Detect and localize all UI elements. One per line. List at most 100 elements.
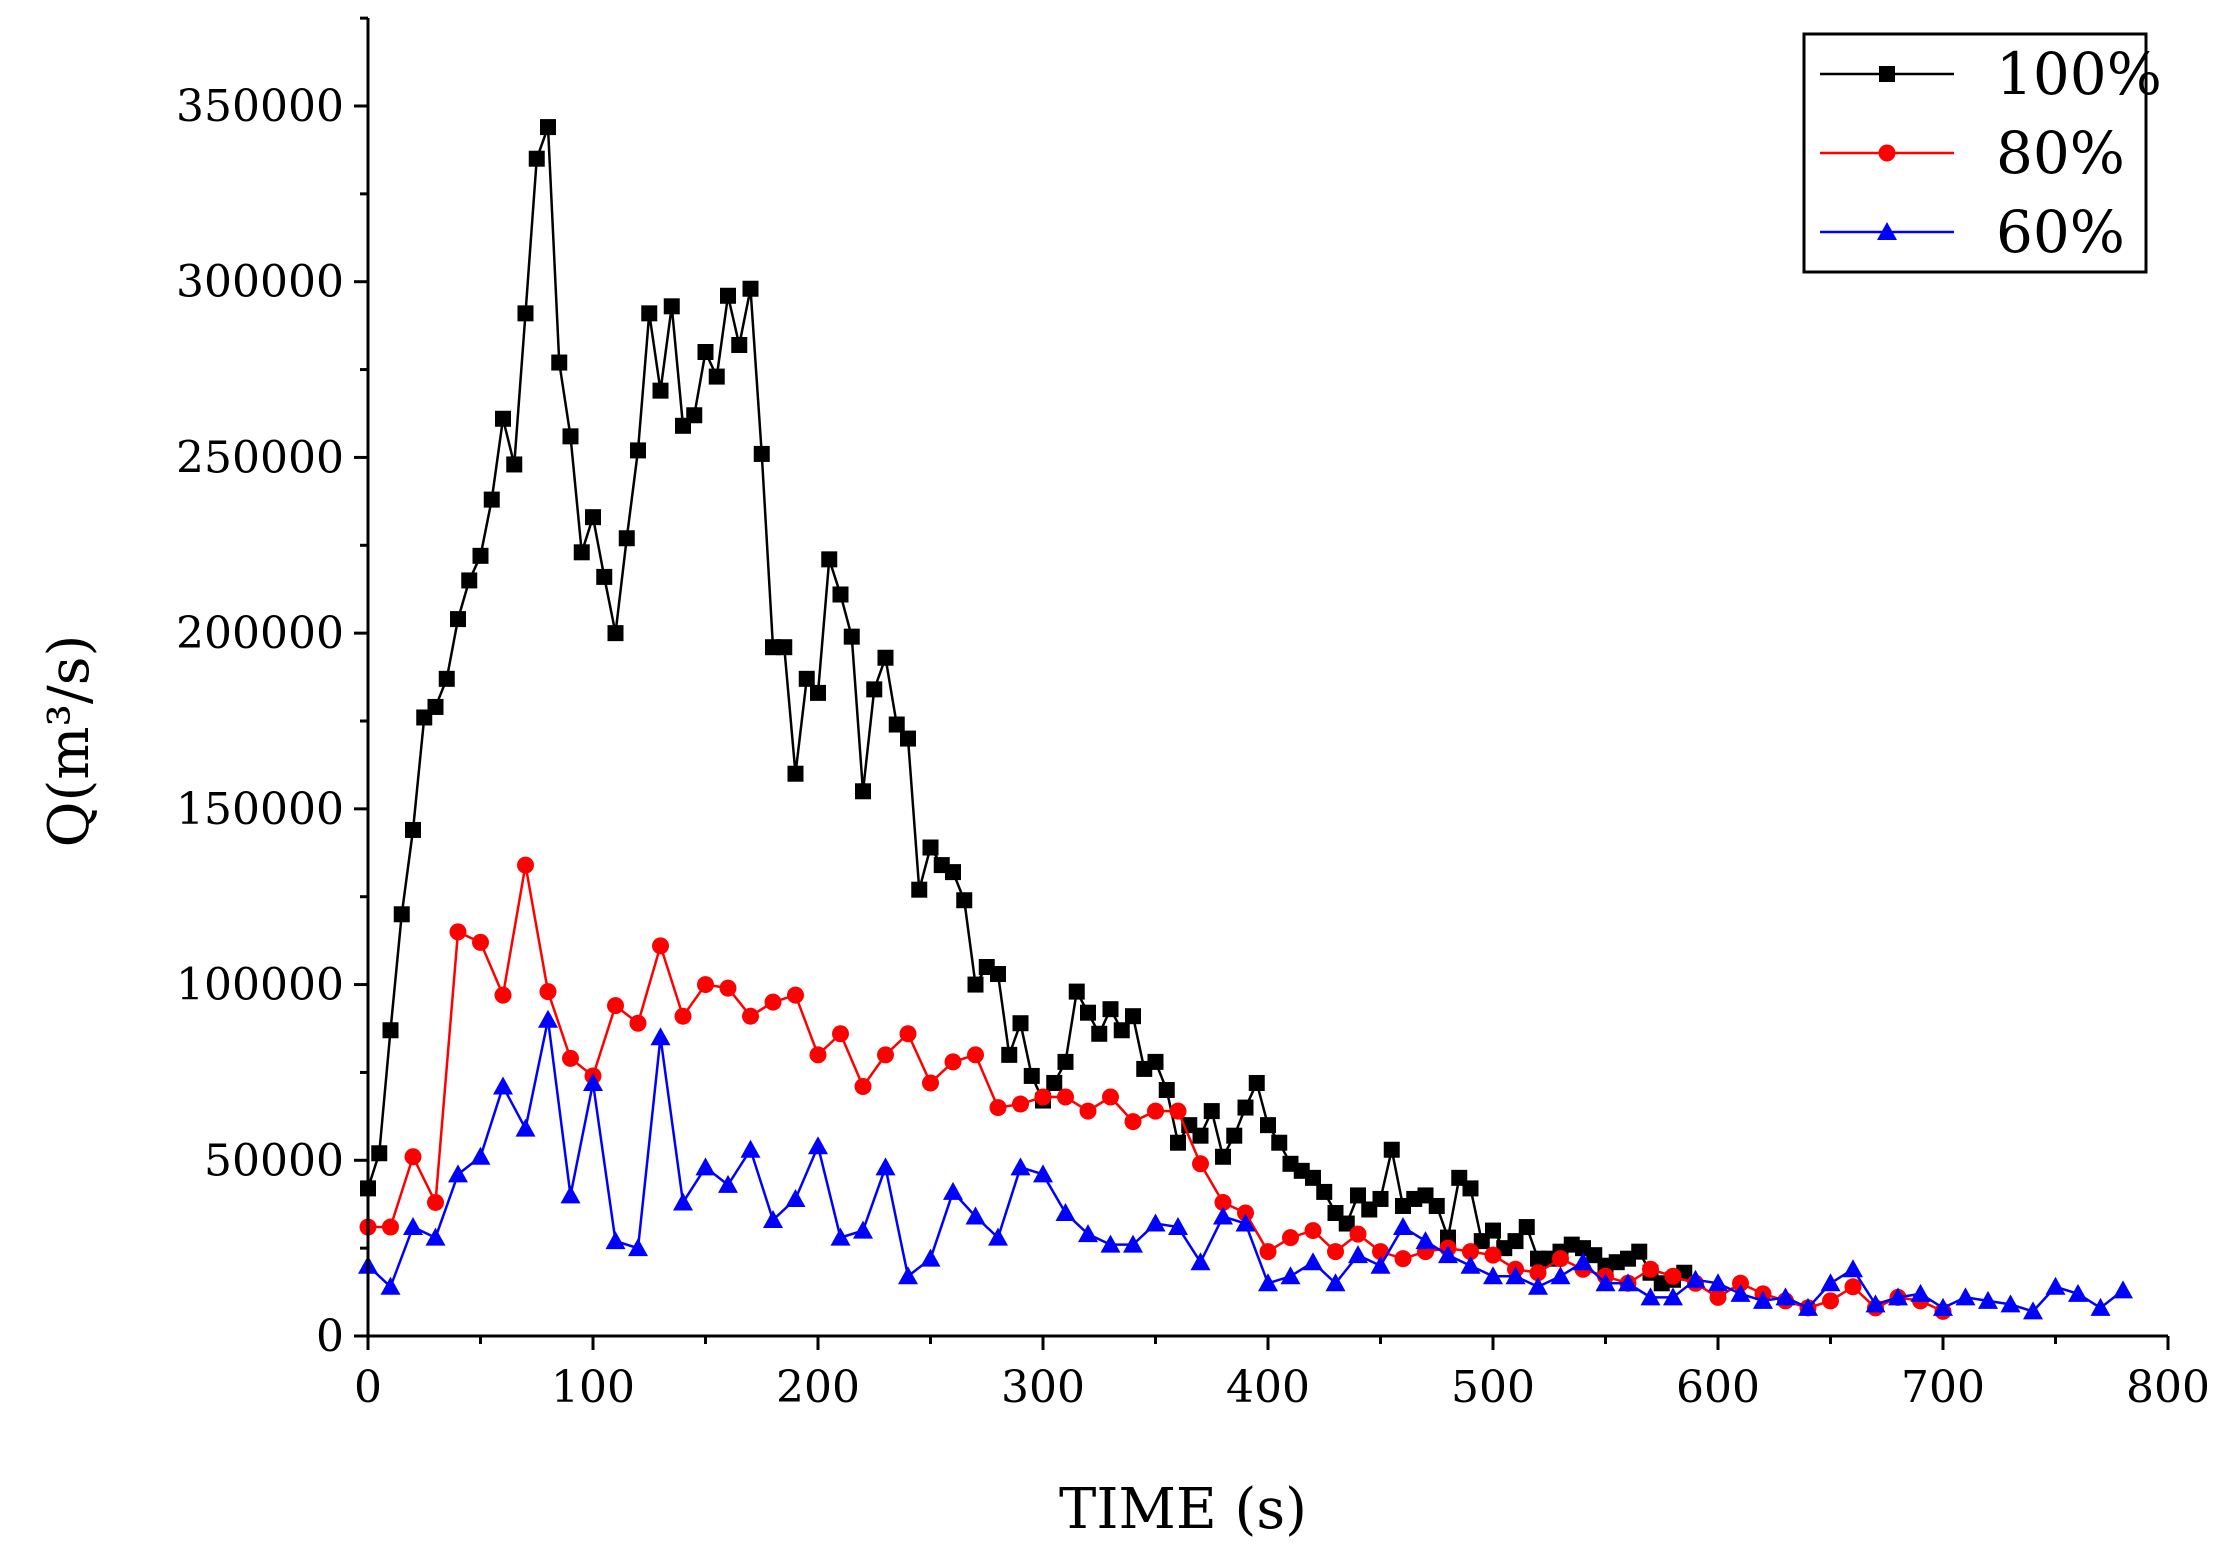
data-point (877, 649, 894, 666)
data-point (1258, 1273, 1278, 1292)
data-point (965, 1206, 986, 1225)
data-point (448, 1164, 468, 1183)
y-tick-label: 250000 (176, 432, 344, 483)
data-point (1012, 1095, 1029, 1113)
data-point (875, 1157, 896, 1176)
data-point (1933, 1297, 1953, 1316)
data-point (1507, 1233, 1524, 1250)
data-point (1170, 1134, 1186, 1151)
data-point (1215, 1148, 1231, 1165)
data-point (1955, 1287, 1976, 1306)
data-point (607, 997, 624, 1015)
data-point (641, 305, 658, 322)
data-point (472, 933, 489, 951)
data-point (663, 298, 680, 315)
data-point (1438, 1245, 1458, 1264)
data-point (877, 1046, 894, 1064)
data-point (674, 1007, 692, 1025)
data-point (1484, 1246, 1502, 1264)
data-point (808, 1136, 828, 1155)
data-point (899, 1025, 917, 1043)
x-tick-label: 300 (1001, 1362, 1085, 1413)
series-line (367, 1019, 2124, 1313)
data-point (1203, 1103, 1220, 1120)
data-point (528, 150, 545, 167)
data-point (1415, 1231, 1436, 1250)
data-point (1080, 1004, 1096, 1021)
data-point (1190, 1252, 1211, 1271)
y-axis-title: Q(m³/s) (37, 635, 102, 848)
data-point (1663, 1287, 1683, 1306)
data-point (2090, 1297, 2111, 1316)
data-point (787, 765, 804, 782)
data-point (967, 976, 984, 993)
data-point (1068, 983, 1085, 1000)
x-axis-title: TIME (s) (1059, 1477, 1307, 1542)
data-point (450, 611, 466, 628)
data-point (1552, 1250, 1569, 1268)
y-tick-label: 0 (316, 1311, 344, 1362)
data-point (1775, 1287, 1796, 1306)
y-tick-label: 100000 (176, 960, 344, 1011)
data-point (920, 1248, 941, 1267)
data-point (562, 428, 579, 445)
data-point (1822, 1292, 1839, 1310)
data-point (1820, 1273, 1841, 1292)
data-point (2068, 1283, 2088, 1302)
data-point (763, 1210, 783, 1229)
data-point (1123, 1234, 1143, 1253)
data-point (494, 986, 512, 1004)
data-point (517, 856, 534, 874)
data-point (583, 1072, 603, 1091)
y-tick-label: 200000 (176, 608, 344, 659)
data-point (956, 892, 973, 909)
data-point (629, 1014, 647, 1032)
data-point (888, 716, 905, 733)
data-point (560, 1185, 581, 1204)
data-point (1327, 1243, 1344, 1261)
data-point (1303, 1252, 1323, 1271)
data-point (1147, 1053, 1164, 1070)
data-point (1349, 1225, 1367, 1243)
data-point (1350, 1187, 1366, 1204)
data-point (1528, 1276, 1548, 1295)
data-point (809, 1046, 827, 1064)
data-point (1529, 1264, 1547, 1282)
data-point (866, 681, 883, 698)
x-tick-label: 500 (1451, 1362, 1535, 1413)
data-point (1034, 1088, 1052, 1106)
data-point (1383, 1141, 1400, 1158)
data-point (551, 354, 568, 371)
data-point (1237, 1204, 1254, 1222)
data-point (1865, 1294, 1886, 1313)
data-point (1147, 1102, 1164, 1120)
x-tick-label: 100 (551, 1362, 635, 1413)
data-point (562, 1049, 579, 1067)
x-tick-label: 800 (2126, 1362, 2210, 1413)
data-point (810, 684, 826, 701)
data-point (1372, 1190, 1389, 1207)
data-point (718, 1174, 738, 1193)
data-point (405, 821, 421, 838)
y-tick-label: 300000 (176, 257, 344, 308)
legend-marker (1879, 66, 1895, 82)
data-point (944, 1053, 962, 1071)
data-point (1168, 1217, 1188, 1236)
data-point (2113, 1280, 2133, 1299)
y-tick-label: 50000 (204, 1135, 344, 1186)
data-point (1709, 1288, 1727, 1306)
legend-marker (1878, 144, 1896, 162)
data-point (1664, 1267, 1682, 1285)
data-point (1428, 1197, 1445, 1214)
data-point (1023, 1067, 1040, 1084)
data-point (697, 344, 714, 360)
x-tick-label: 0 (354, 1362, 382, 1413)
data-point (1910, 1283, 1931, 1302)
data-point (673, 1192, 693, 1211)
data-point (652, 382, 669, 399)
data-point (742, 1007, 759, 1025)
data-point (517, 305, 534, 322)
data-point (922, 1074, 939, 1092)
data-point (1325, 1273, 1346, 1292)
data-point (607, 625, 624, 642)
